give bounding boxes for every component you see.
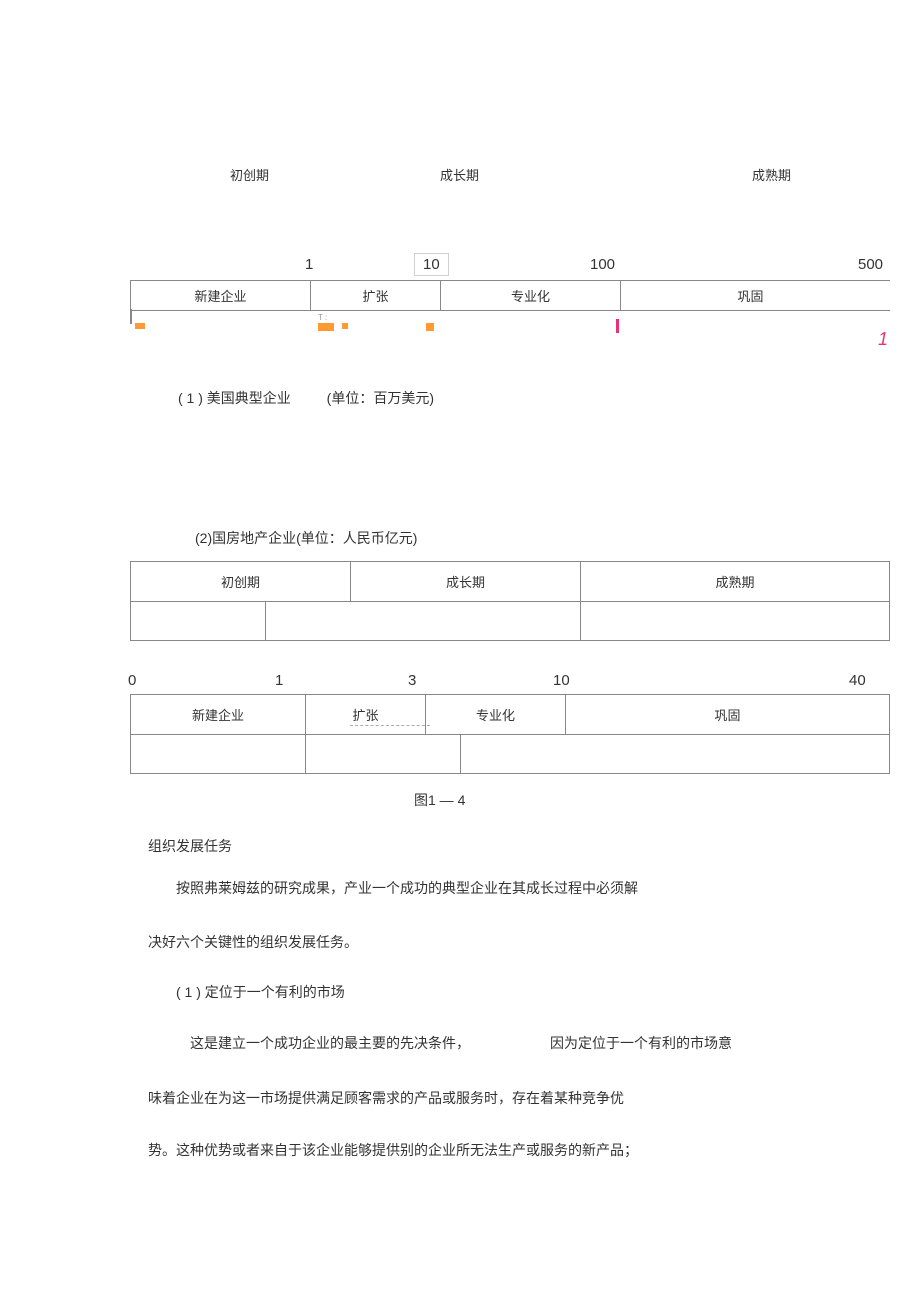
diagram1-phase-cell: 新建企业 [130, 281, 310, 310]
diagram2-phase-cell: 专业化 [425, 695, 565, 734]
marker-icon [135, 323, 145, 329]
body-paragraph: 因为定位于一个有利的市场意 [550, 1033, 850, 1054]
marker-icon [318, 323, 334, 331]
diagram2-axis-value: 3 [408, 672, 416, 689]
diagram1-caption: ( 1 ) 美国典型企业 (单位：百万美元) [178, 388, 434, 408]
body-paragraph: 按照弗莱姆兹的研究成果，产业一个成功的典型企业在其成长过程中必须解 [148, 878, 788, 899]
diagram2-axis-value: 0 [128, 672, 136, 689]
section-heading: 组织发展任务 [148, 836, 788, 857]
diagram2-axis-value: 1 [275, 672, 283, 689]
diagram2-phase-cell: 巩固 [565, 695, 890, 734]
marker-icon [616, 319, 619, 333]
diagram2-empty-row [130, 601, 890, 641]
diagram2-phase-row: 新建企业 扩张 专业化 巩固 [130, 694, 890, 734]
body-paragraph: 味着企业在为这一市场提供满足顾客需求的产品或服务时，存在着某种竞争优 [148, 1088, 788, 1109]
diagram1-marker-row: T : 1 [130, 310, 890, 346]
page-root: 初创期 成长期 成熟期 1 10 100 500 新建企业 扩张 专业化 巩固 … [0, 0, 920, 1303]
diagram2-stage-table: 初创期 成长期 成熟期 [130, 561, 890, 641]
diagram2-axis-value: 40 [849, 672, 866, 689]
diagram2-stage-cell: 成熟期 [580, 562, 890, 601]
tiny-marker: T : [318, 313, 327, 322]
dash-divider [350, 725, 430, 726]
diagram1-phase-cell: 专业化 [440, 281, 620, 310]
diagram1-stage-label: 成熟期 [752, 165, 791, 184]
diagram2-empty-cell [305, 735, 460, 773]
figure-label: 图1 — 4 [414, 790, 465, 810]
marker-icon [342, 323, 348, 329]
body-paragraph: 决好六个关键性的组织发展任务。 [148, 932, 788, 953]
marker-icon [426, 323, 434, 331]
diagram2-phase-table: 新建企业 扩张 专业化 巩固 [130, 694, 890, 774]
diagram1-phase-table: 新建企业 扩张 专业化 巩固 T : 1 [130, 280, 890, 346]
diagram2-stage-row: 初创期 成长期 成熟期 [130, 561, 890, 601]
diagram2-stage-cell: 初创期 [130, 562, 350, 601]
diagram1-stage-label: 成长期 [440, 165, 479, 184]
diagram1-axis-value: 500 [858, 256, 883, 273]
diagram2-caption: (2)国房地产企业(单位：人民币亿元) [195, 528, 417, 548]
diagram1-phase-cell: 巩固 [620, 281, 880, 310]
body-paragraph: 势。这种优势或者来自于该企业能够提供别的企业所无法生产或服务的新产品； [148, 1140, 788, 1161]
diagram1-caption-unit: (单位：百万美元) [327, 390, 434, 406]
body-paragraph: ( 1 ) 定位于一个有利的市场 [148, 982, 788, 1003]
diagram2-empty-cell [460, 735, 890, 773]
diagram1-stage-label: 初创期 [230, 165, 269, 184]
diagram1-phase-cell: 扩张 [310, 281, 440, 310]
diagram1-axis-value: 10 [414, 253, 449, 276]
diagram2-empty-row [130, 734, 890, 774]
diagram2-phase-cell: 新建企业 [130, 695, 305, 734]
diagram2-stage-cell: 成长期 [350, 562, 580, 601]
diagram2-empty-cell [265, 602, 580, 640]
diagram1-caption-main: ( 1 ) 美国典型企业 [178, 390, 291, 406]
diagram1-phase-row: 新建企业 扩张 专业化 巩固 [130, 280, 890, 310]
diagram2-phase-cell: 扩张 [305, 695, 425, 734]
tick-icon [130, 309, 132, 324]
diagram2-axis-value: 10 [553, 672, 570, 689]
accent-marker: 1 [878, 329, 888, 350]
diagram1-axis-value: 100 [590, 256, 615, 273]
diagram2-empty-cell [130, 735, 305, 773]
diagram2-empty-cell [580, 602, 890, 640]
diagram2-empty-cell [130, 602, 265, 640]
diagram1-axis-value: 1 [305, 256, 313, 273]
